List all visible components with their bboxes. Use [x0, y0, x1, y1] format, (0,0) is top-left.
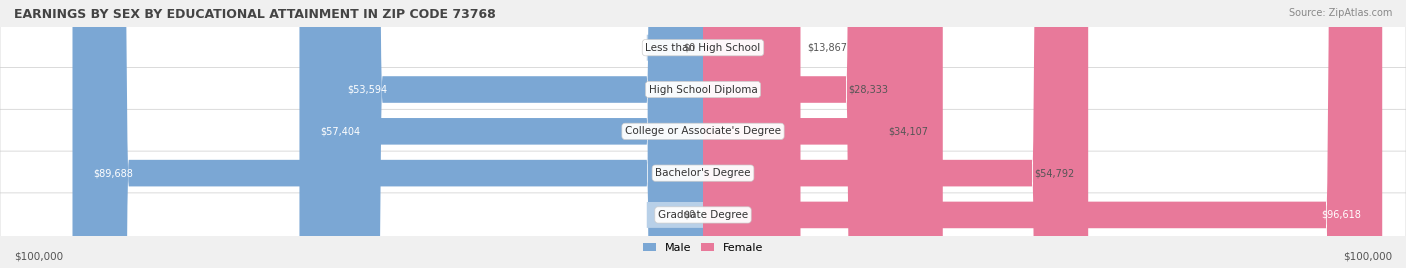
FancyBboxPatch shape	[0, 109, 1406, 153]
Text: College or Associate's Degree: College or Associate's Degree	[626, 126, 780, 136]
Text: $96,618: $96,618	[1322, 210, 1361, 220]
Text: $34,107: $34,107	[889, 126, 929, 136]
Text: $100,000: $100,000	[14, 252, 63, 262]
Legend: Male, Female: Male, Female	[638, 238, 768, 257]
FancyBboxPatch shape	[703, 0, 800, 268]
FancyBboxPatch shape	[326, 0, 703, 268]
Text: EARNINGS BY SEX BY EDUCATIONAL ATTAINMENT IN ZIP CODE 73768: EARNINGS BY SEX BY EDUCATIONAL ATTAINMEN…	[14, 8, 496, 21]
Text: Graduate Degree: Graduate Degree	[658, 210, 748, 220]
FancyBboxPatch shape	[647, 202, 703, 228]
Text: $53,594: $53,594	[347, 84, 388, 95]
Text: $0: $0	[683, 210, 696, 220]
Text: $100,000: $100,000	[1343, 252, 1392, 262]
FancyBboxPatch shape	[73, 0, 703, 268]
Text: $89,688: $89,688	[94, 168, 134, 178]
FancyBboxPatch shape	[703, 0, 1088, 268]
Text: Source: ZipAtlas.com: Source: ZipAtlas.com	[1288, 8, 1392, 18]
FancyBboxPatch shape	[299, 0, 703, 268]
Text: $0: $0	[683, 43, 696, 53]
Text: Bachelor's Degree: Bachelor's Degree	[655, 168, 751, 178]
FancyBboxPatch shape	[0, 68, 1406, 111]
FancyBboxPatch shape	[0, 151, 1406, 195]
FancyBboxPatch shape	[703, 0, 943, 268]
Text: $28,333: $28,333	[848, 84, 889, 95]
FancyBboxPatch shape	[703, 0, 1382, 268]
Text: Less than High School: Less than High School	[645, 43, 761, 53]
FancyBboxPatch shape	[0, 26, 1406, 70]
Text: $57,404: $57,404	[321, 126, 361, 136]
Text: High School Diploma: High School Diploma	[648, 84, 758, 95]
Text: $54,792: $54,792	[1033, 168, 1074, 178]
Text: $13,867: $13,867	[807, 43, 848, 53]
FancyBboxPatch shape	[0, 193, 1406, 237]
FancyBboxPatch shape	[703, 0, 903, 268]
FancyBboxPatch shape	[647, 35, 703, 61]
